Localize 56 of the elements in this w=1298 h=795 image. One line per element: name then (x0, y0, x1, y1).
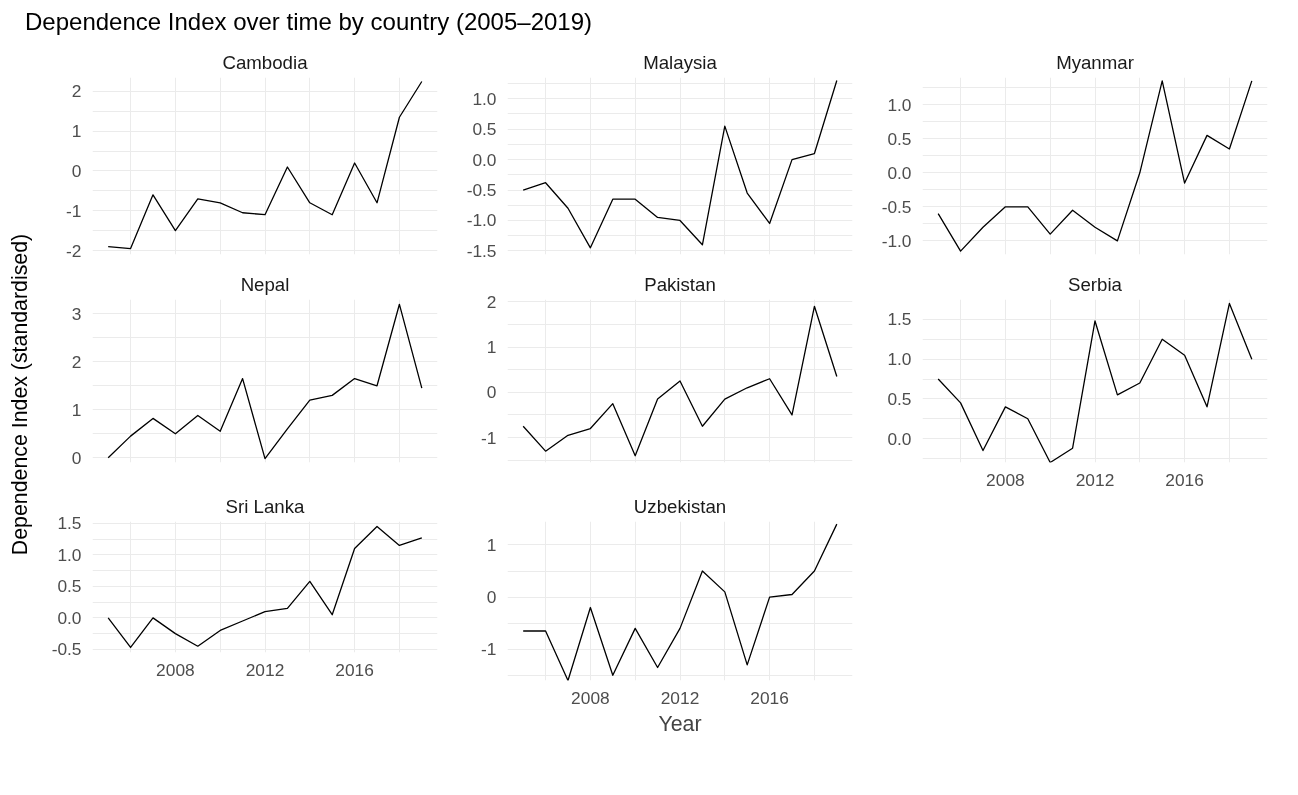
x-tick-label: 2016 (1165, 469, 1204, 490)
y-tick-label: -1 (66, 201, 82, 222)
y-tick-label: 0.5 (472, 119, 497, 140)
y-tick-label: 3 (71, 304, 82, 325)
y-tick-label: 0 (71, 161, 82, 182)
y-tick-label: 2 (71, 81, 82, 102)
y-tick-label: 2 (71, 352, 82, 373)
x-tick-label: 2012 (1075, 469, 1115, 490)
x-tick-label: 2008 (571, 687, 610, 708)
y-tick-label: -0.5 (466, 180, 497, 201)
chart-title: Cambodia (222, 51, 309, 73)
chart-title: Myanmar (1056, 51, 1134, 73)
chart-title: Pakistan (644, 273, 716, 295)
y-tick-label: 1 (486, 337, 497, 358)
x-tick-label: 2016 (335, 659, 374, 680)
y-tick-label: -0.5 (881, 197, 912, 218)
y-tick-label: -1.0 (466, 210, 497, 231)
y-tick-label: -2 (66, 240, 82, 261)
y-tick-label: 0 (486, 587, 497, 608)
y-tick-label: 0.0 (887, 428, 912, 449)
y-tick-label: 0.5 (887, 389, 912, 410)
y-tick-label: -1.5 (466, 241, 497, 262)
y-tick-label: 0.5 (887, 129, 912, 150)
x-tick-label: 2012 (660, 687, 700, 708)
y-tick-label: 1 (486, 535, 497, 556)
y-tick-label: 1 (71, 400, 82, 421)
y-tick-label: 1.0 (887, 95, 912, 116)
y-tick-label: 2 (486, 292, 497, 313)
y-tick-label: 0.5 (57, 576, 82, 597)
y-tick-label: -1 (481, 639, 497, 660)
y-tick-label: 1 (71, 121, 82, 142)
y-tick-label: 1.5 (887, 309, 912, 330)
y-tick-label: 1.0 (472, 89, 497, 110)
y-tick-label: 1.5 (57, 513, 82, 534)
chart-title: Malaysia (643, 51, 718, 73)
y-tick-label: 0.0 (57, 608, 82, 629)
y-tick-label: 0.0 (887, 163, 912, 184)
x-tick-label: 2016 (750, 687, 789, 708)
x-tick-label: 2012 (245, 659, 285, 680)
x-axis-title: Year (658, 711, 702, 736)
y-tick-label: 1.0 (57, 545, 82, 566)
chart-title: Sri Lanka (225, 495, 306, 517)
y-tick-label: -1 (481, 427, 497, 448)
y-tick-label: 0 (486, 382, 497, 403)
y-tick-label: 0 (71, 447, 82, 468)
text: Dependence Index over time by country (2005–2019) (25, 7, 593, 37)
y-axis-title: Dependence Index (standardised) (7, 234, 32, 556)
y-tick-label: 1.0 (887, 349, 912, 370)
chart-title: Serbia (1068, 273, 1123, 295)
x-tick-label: 2008 (156, 659, 195, 680)
y-tick-label: 0.0 (472, 149, 497, 170)
chart-title: Uzbekistan (633, 495, 727, 517)
y-tick-label: -0.5 (51, 639, 82, 660)
x-tick-label: 2008 (986, 469, 1025, 490)
chart-title: Nepal (240, 273, 290, 295)
y-tick-label: -1.0 (881, 231, 912, 252)
